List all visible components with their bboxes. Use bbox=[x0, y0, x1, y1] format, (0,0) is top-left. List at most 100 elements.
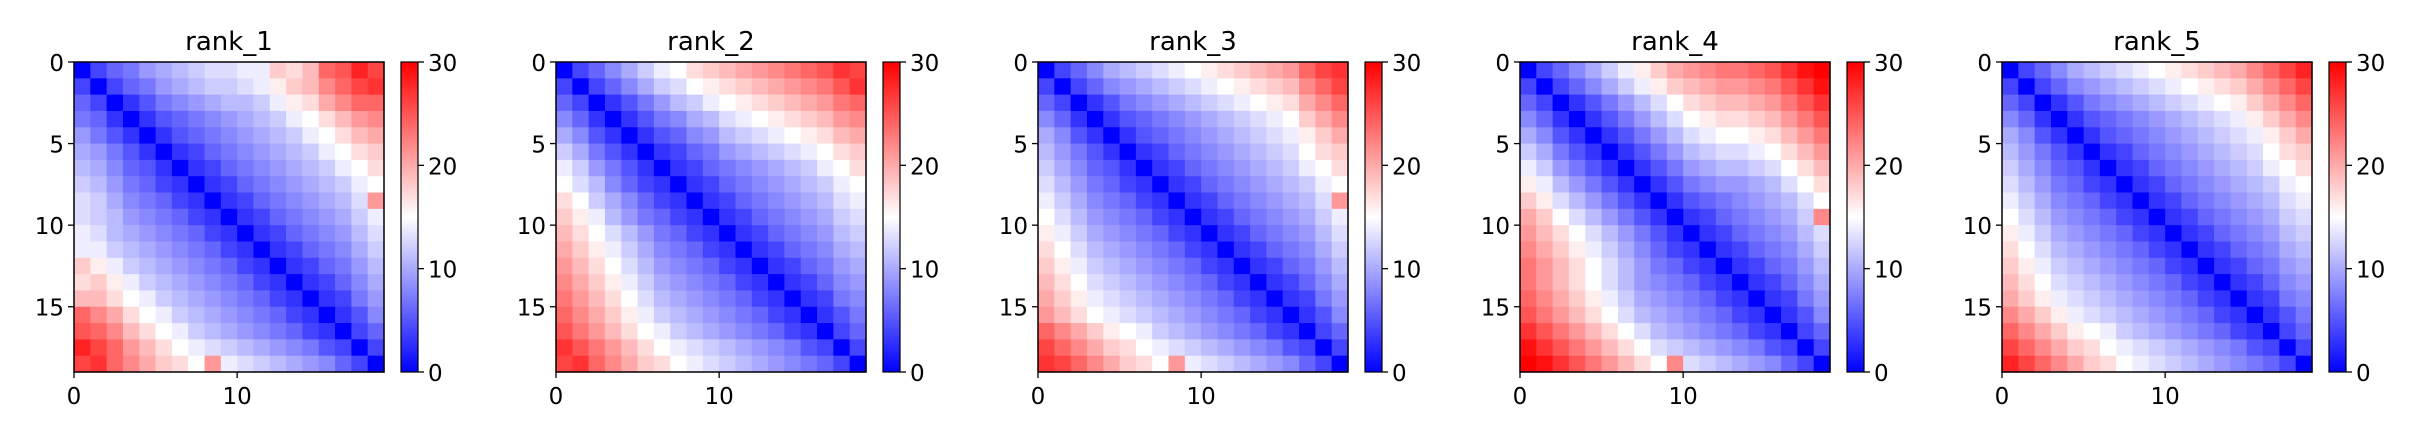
heatmap-cell bbox=[1152, 62, 1170, 79]
heatmap-cell bbox=[2263, 339, 2280, 357]
heatmap-cell bbox=[719, 241, 737, 259]
heatmap-cell bbox=[2181, 306, 2199, 324]
heatmap-cell bbox=[2230, 290, 2248, 308]
heatmap-cell bbox=[556, 323, 573, 340]
heatmap-cell bbox=[2099, 94, 2117, 112]
heatmap-cell bbox=[784, 127, 802, 145]
heatmap-cell bbox=[2279, 94, 2297, 112]
heatmap-cell bbox=[2246, 159, 2264, 177]
heatmap-cell bbox=[1184, 241, 1202, 259]
heatmap-cell bbox=[2083, 355, 2101, 373]
heatmap-cell bbox=[686, 225, 704, 243]
heatmap-cell bbox=[1764, 94, 1782, 112]
heatmap-cell bbox=[2246, 225, 2264, 243]
heatmap-cell bbox=[1054, 290, 1072, 308]
heatmap-cell bbox=[1650, 159, 1668, 177]
heatmap-cell bbox=[1070, 290, 1088, 308]
heatmap-cell bbox=[1699, 62, 1717, 79]
heatmap-cell bbox=[572, 159, 590, 177]
heatmap-cell bbox=[572, 127, 590, 145]
heatmap-cell bbox=[237, 225, 255, 243]
heatmap-cell bbox=[155, 355, 173, 373]
heatmap-cell bbox=[588, 323, 606, 340]
heatmap-cell bbox=[1732, 355, 1750, 373]
heatmap-cell bbox=[2099, 257, 2117, 275]
heatmap-cell bbox=[735, 241, 753, 259]
heatmap-cell bbox=[2002, 339, 2019, 357]
heatmap-cell bbox=[1201, 241, 1219, 259]
heatmap-cell bbox=[1536, 339, 1554, 357]
heatmap-cell bbox=[1168, 257, 1186, 275]
heatmap-cell bbox=[1585, 323, 1603, 340]
heatmap-cell bbox=[686, 62, 704, 79]
heatmap-cell bbox=[800, 290, 818, 308]
heatmap-cell bbox=[1070, 110, 1088, 128]
heatmap-cell bbox=[817, 257, 834, 275]
heatmap-cell bbox=[1650, 241, 1668, 259]
heatmap-cell bbox=[2181, 127, 2199, 145]
heatmap-cell bbox=[2002, 274, 2019, 292]
heatmap-cell bbox=[1184, 339, 1202, 357]
heatmap-cells bbox=[556, 62, 867, 373]
heatmap-cell bbox=[621, 110, 639, 128]
heatmap-cell bbox=[1250, 290, 1268, 308]
heatmap-cell bbox=[1135, 306, 1153, 324]
heatmap-cell bbox=[286, 78, 304, 96]
heatmap-cell bbox=[686, 274, 704, 292]
heatmap-cell bbox=[106, 241, 124, 259]
heatmap-cell bbox=[2279, 339, 2297, 357]
heatmap-cell bbox=[171, 323, 189, 340]
heatmap-cell bbox=[1217, 241, 1235, 259]
heatmap-cell bbox=[572, 306, 590, 324]
heatmap-cell bbox=[253, 94, 271, 112]
heatmap-cell bbox=[653, 78, 671, 96]
heatmap-cell bbox=[670, 225, 688, 243]
heatmap-cell bbox=[1601, 306, 1619, 324]
heatmap-cell bbox=[768, 62, 786, 79]
heatmap-cell bbox=[1715, 78, 1733, 96]
heatmap-cell bbox=[1634, 323, 1652, 340]
heatmap-cell bbox=[1797, 306, 1815, 324]
heatmap-cell bbox=[1152, 110, 1170, 128]
heatmap-cell bbox=[1797, 110, 1815, 128]
heatmap-cell bbox=[1250, 143, 1268, 161]
heatmap-cell bbox=[1568, 257, 1586, 275]
y-tick-label: 10 bbox=[1963, 214, 1992, 240]
heatmap-cell bbox=[588, 192, 606, 210]
heatmap-cell bbox=[1650, 290, 1668, 308]
colorbar-tick-label: 30 bbox=[2356, 51, 2385, 77]
heatmap-cell bbox=[1299, 127, 1316, 145]
heatmap-cell bbox=[2116, 323, 2134, 340]
heatmap-cell bbox=[1184, 192, 1202, 210]
heatmap-cell bbox=[2295, 257, 2313, 275]
heatmap-cell bbox=[2099, 208, 2117, 226]
heatmap-cell bbox=[1038, 192, 1055, 210]
heatmap-cell bbox=[2165, 274, 2183, 292]
heatmap-cell bbox=[2148, 110, 2166, 128]
heatmap-cell bbox=[351, 176, 369, 194]
heatmap-cell bbox=[800, 62, 818, 79]
heatmap-cell bbox=[1331, 339, 1349, 357]
heatmap-cell bbox=[1748, 323, 1766, 340]
heatmap-cell bbox=[2116, 355, 2134, 373]
heatmap-cell bbox=[1152, 159, 1170, 177]
heatmap-cell bbox=[817, 62, 834, 79]
heatmap-cell bbox=[2002, 192, 2019, 210]
heatmap-cell bbox=[1813, 78, 1831, 96]
heatmap-cell bbox=[1038, 355, 1055, 373]
heatmap-cell bbox=[833, 110, 851, 128]
heatmap-cell bbox=[155, 225, 173, 243]
heatmap-cell bbox=[719, 94, 737, 112]
heatmap-cell bbox=[1748, 257, 1766, 275]
heatmap-cell bbox=[1666, 143, 1684, 161]
heatmap-cell bbox=[621, 274, 639, 292]
heatmap-cell bbox=[2050, 208, 2068, 226]
y-tick-label: 0 bbox=[49, 51, 64, 77]
heatmap-cell bbox=[2181, 274, 2199, 292]
heatmap-cell bbox=[2295, 355, 2313, 373]
heatmap-cell bbox=[1315, 274, 1333, 292]
heatmap-cell bbox=[171, 225, 189, 243]
heatmap-cell bbox=[686, 192, 704, 210]
heatmap-cell bbox=[1152, 78, 1170, 96]
heatmap-cell bbox=[1634, 176, 1652, 194]
